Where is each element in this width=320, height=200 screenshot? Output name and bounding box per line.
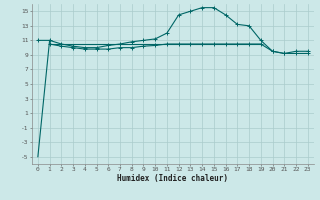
- X-axis label: Humidex (Indice chaleur): Humidex (Indice chaleur): [117, 174, 228, 183]
